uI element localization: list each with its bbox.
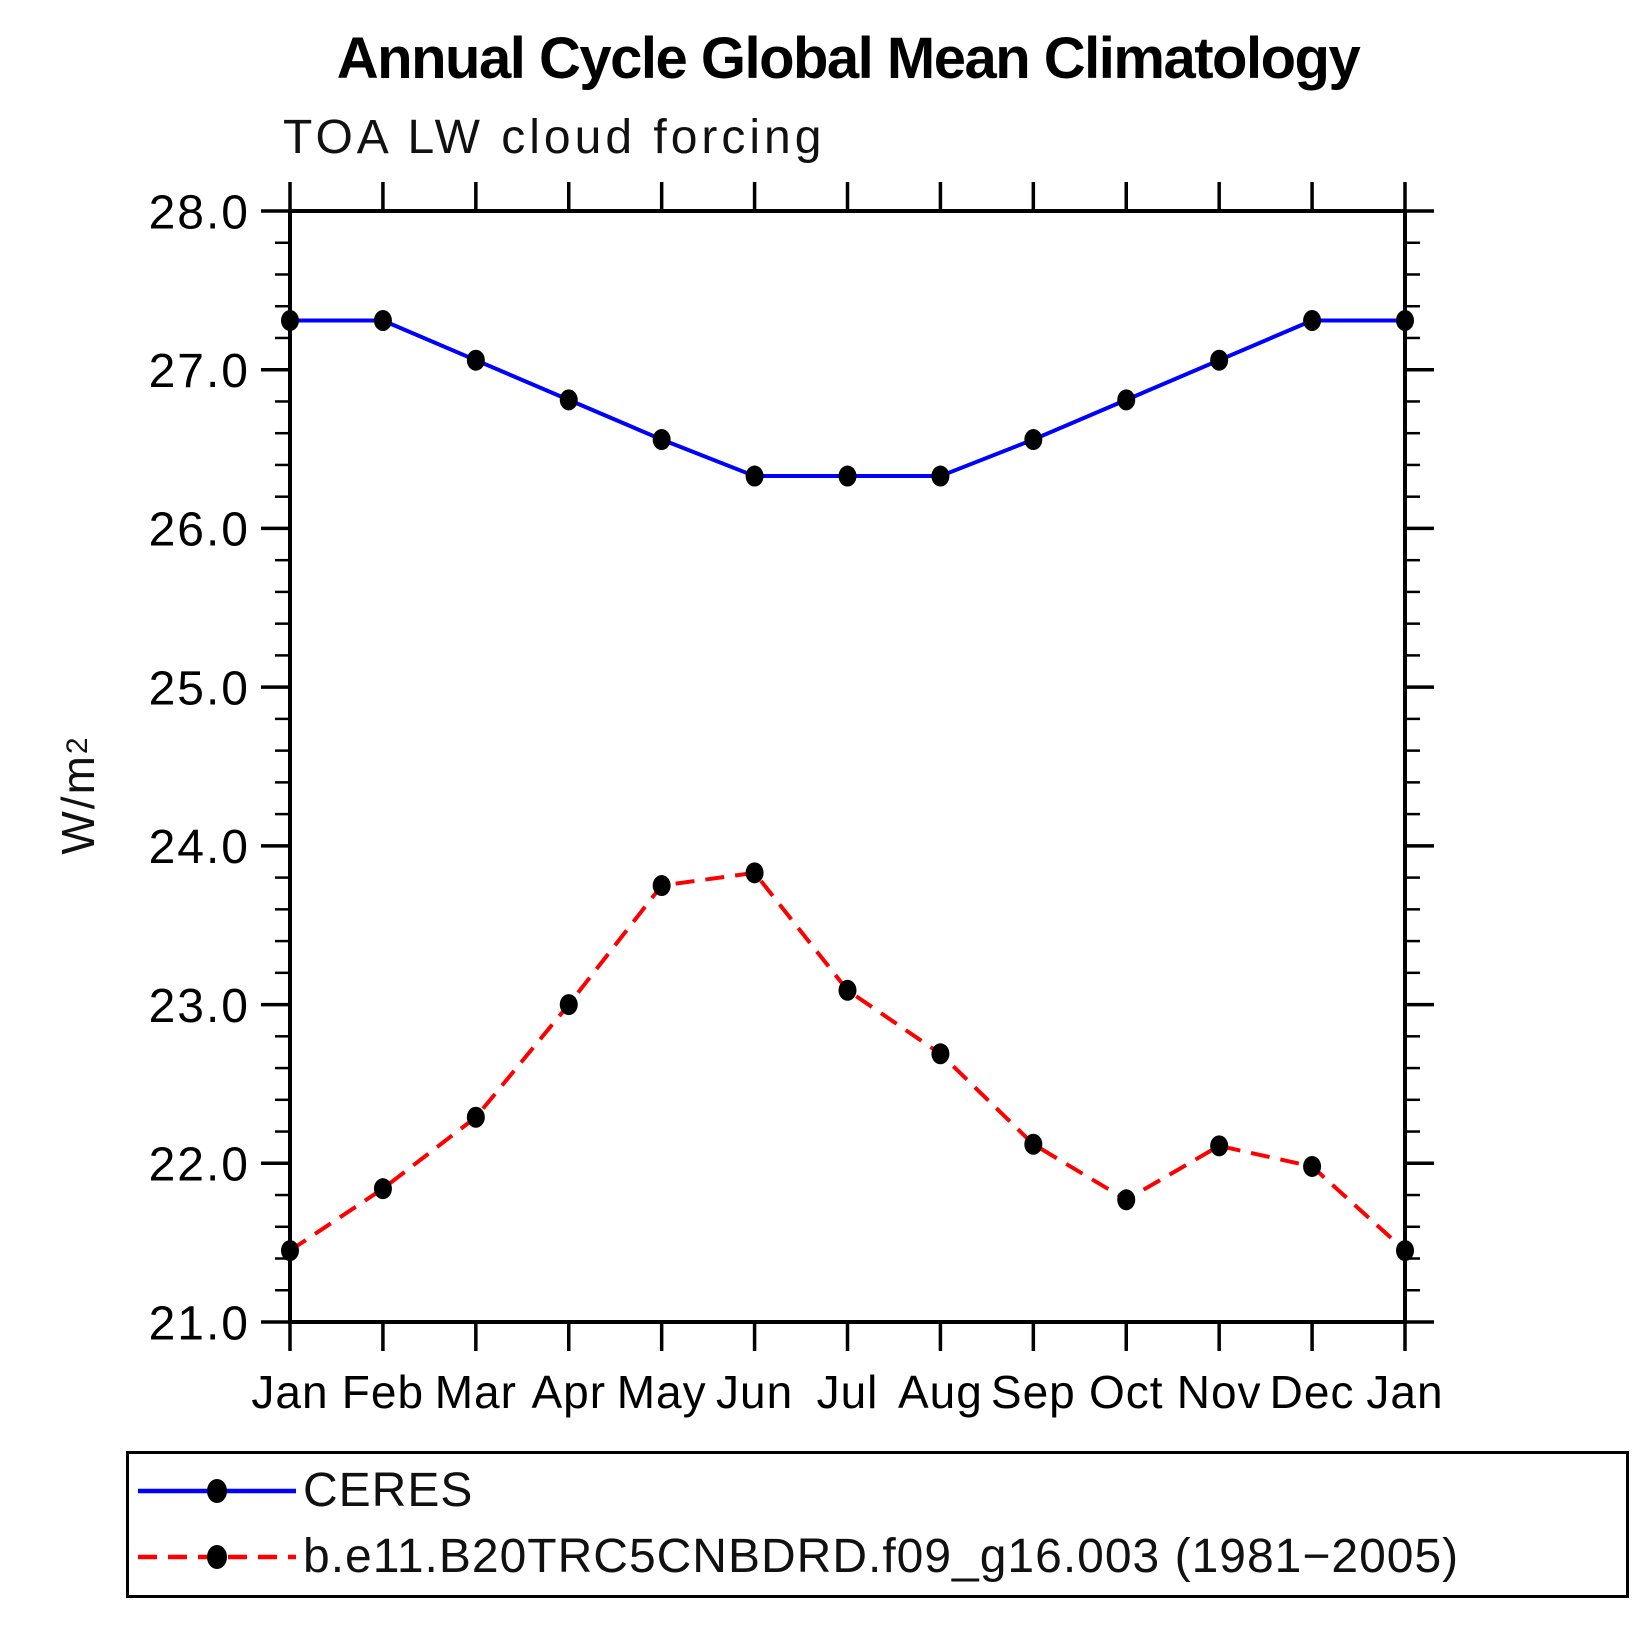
- x-tick-label: Oct: [1089, 1366, 1164, 1418]
- x-tick-label: Sep: [991, 1366, 1076, 1418]
- x-tick-label: Jan: [251, 1366, 328, 1418]
- data-point-marker: [745, 862, 764, 884]
- legend-sample-line-icon: [138, 1479, 296, 1503]
- series-line-0: [290, 318, 1405, 479]
- data-point-marker: [1024, 1133, 1043, 1155]
- y-tick-label: 24.0: [149, 821, 250, 874]
- data-point-marker: [838, 979, 857, 1001]
- y-tick-label: 28.0: [149, 186, 250, 239]
- data-point-marker: [1210, 349, 1229, 371]
- data-point-marker: [931, 465, 950, 487]
- series-line-1: [288, 870, 1407, 1253]
- x-tick-label: Jul: [817, 1366, 879, 1418]
- data-point-marker: [652, 429, 671, 451]
- x-tick-label: Dec: [1270, 1366, 1355, 1418]
- data-point-marker: [373, 1178, 392, 1200]
- x-tick-label: Nov: [1177, 1366, 1262, 1418]
- data-point-marker: [838, 465, 857, 487]
- legend-label-ceres: CERES: [303, 1464, 474, 1517]
- data-point-marker: [466, 349, 485, 371]
- data-point-marker: [373, 310, 392, 332]
- x-tick-label: Apr: [531, 1366, 606, 1418]
- y-tick-label: 23.0: [149, 980, 250, 1033]
- legend-row-ceres: CERES: [134, 1460, 473, 1522]
- data-point-marker: [1303, 310, 1322, 332]
- y-tick-label: 21.0: [149, 1297, 250, 1350]
- legend-box: CERES b.e11.B20TRC5CNBDRD.f09_g16.003 (1…: [126, 1451, 1629, 1598]
- data-point-marker: [1117, 1189, 1136, 1211]
- y-tick-label: 26.0: [149, 504, 250, 557]
- data-point-marker: [745, 465, 764, 487]
- y-tick-label: 27.0: [149, 345, 250, 398]
- data-point-marker: [1024, 429, 1043, 451]
- legend-label-model: b.e11.B20TRC5CNBDRD.f09_g16.003 (1981−20…: [303, 1530, 1460, 1583]
- data-point-marker: [1396, 1240, 1414, 1262]
- x-tick-label: Jun: [716, 1366, 793, 1418]
- data-point-marker: [1396, 310, 1414, 332]
- legend-sample-line-icon: [138, 1545, 296, 1569]
- data-point-marker: [466, 1106, 485, 1128]
- x-tick-label: Mar: [435, 1366, 517, 1418]
- x-tick-label: Aug: [898, 1366, 983, 1418]
- data-point-marker: [281, 1240, 299, 1262]
- y-tick-label: 25.0: [149, 662, 250, 715]
- chart-title: Annual Cycle Global Mean Climatology: [336, 26, 1361, 91]
- data-point-marker: [1117, 389, 1136, 411]
- legend-row-model: b.e11.B20TRC5CNBDRD.f09_g16.003 (1981−20…: [134, 1526, 1459, 1588]
- data-point-marker: [1303, 1155, 1322, 1177]
- data-point-marker: [559, 994, 578, 1016]
- legend-marker-dot: [207, 1545, 227, 1569]
- legend-marker-dot: [207, 1479, 227, 1503]
- plot-frame: [288, 209, 1407, 1324]
- data-point-marker: [281, 310, 299, 332]
- data-point-marker: [652, 875, 671, 897]
- data-point-marker: [931, 1043, 950, 1065]
- x-tick-label: May: [617, 1366, 707, 1418]
- chart-subtitle: TOA LW cloud forcing: [283, 111, 826, 164]
- x-tick-label: Jan: [1366, 1366, 1443, 1418]
- data-point-marker: [559, 389, 578, 411]
- y-tick-label: 22.0: [149, 1139, 250, 1192]
- data-point-marker: [1210, 1135, 1229, 1157]
- x-tick-label: Feb: [342, 1366, 424, 1418]
- plot-area: Jan Feb Mar Apr May Jun Jul Aug Sep Oct Nov Dec Jan2…: [149, 182, 1443, 1418]
